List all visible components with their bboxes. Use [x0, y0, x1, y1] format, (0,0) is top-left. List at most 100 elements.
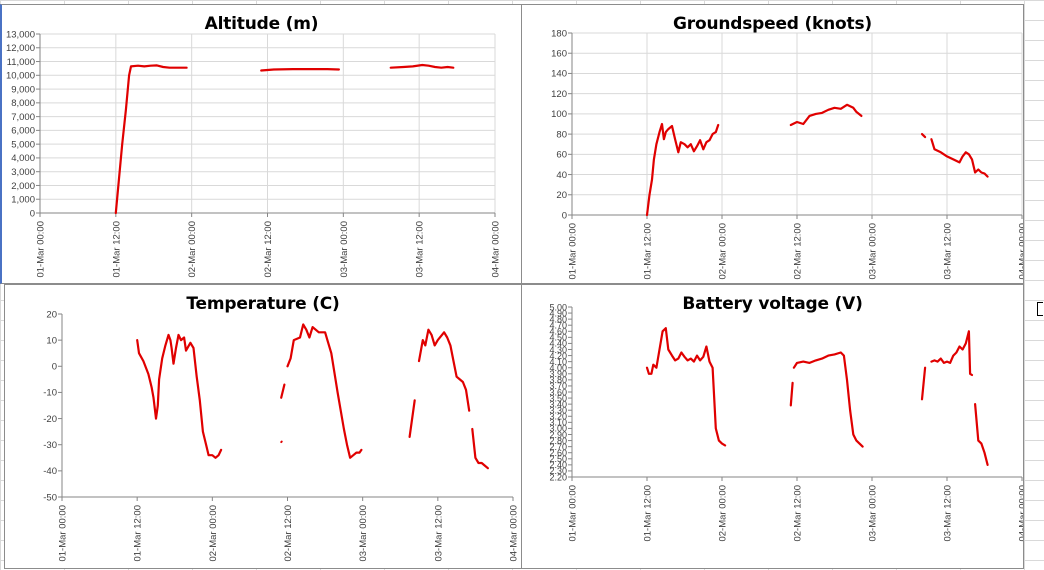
chart-title: Altitude (m): [204, 14, 319, 34]
y-tick-label: 0: [52, 362, 57, 373]
x-tick-label: 01-Mar 00:00: [36, 221, 47, 278]
series-line: [974, 403, 989, 466]
y-tick-label: 4.10: [549, 357, 567, 367]
series-line: [260, 68, 340, 72]
y-tick-label: 4,000: [11, 153, 35, 164]
y-tick-label: 3.40: [549, 399, 567, 409]
series-line: [389, 63, 455, 69]
series-line: [792, 351, 864, 448]
x-tick-label: 03-Mar 12:00: [433, 505, 444, 562]
x-tick-label: 03-Mar 12:00: [943, 223, 954, 280]
y-tick-label: 8,000: [11, 98, 35, 109]
series-line: [408, 399, 416, 438]
y-tick-label: 100: [551, 109, 567, 120]
y-tick-label: -40: [43, 466, 57, 477]
chart-title: Groundspeed (knots): [673, 14, 872, 34]
y-tick-label: 4.70: [549, 321, 567, 331]
x-tick-label: 04-Mar 00:00: [491, 221, 502, 278]
x-tick-label: 04-Mar 00:00: [1018, 485, 1025, 542]
y-tick-label: 4.90: [549, 308, 567, 318]
y-tick-label: 9,000: [11, 84, 35, 95]
series-line: [789, 103, 863, 127]
y-tick-label: -30: [43, 440, 57, 451]
y-tick-label: 3.30: [549, 406, 567, 416]
y-tick-label: 1,000: [11, 195, 35, 206]
y-tick-label: 2.70: [549, 442, 567, 452]
y-tick-label: 3,000: [11, 167, 35, 178]
y-tick-label: 3.90: [549, 369, 567, 379]
y-tick-label: 3.00: [549, 424, 567, 434]
y-tick-label: 2.40: [549, 460, 567, 470]
chart-resize-handle[interactable]: [1037, 302, 1043, 316]
series-line: [920, 133, 927, 139]
y-tick-label: 40: [556, 170, 567, 181]
x-tick-label: 03-Mar 00:00: [358, 505, 369, 562]
series-line: [789, 381, 794, 407]
series-line: [114, 64, 188, 215]
x-tick-label: 01-Mar 00:00: [568, 223, 579, 280]
y-tick-label: 10,000: [6, 71, 35, 82]
series-line: [645, 327, 727, 447]
series-point: [280, 440, 283, 444]
y-tick-label: 3.60: [549, 387, 567, 397]
y-tick-label: 5,000: [11, 139, 35, 150]
y-tick-label: 140: [551, 69, 567, 80]
x-tick-label: 02-Mar 12:00: [793, 223, 804, 280]
series-line: [930, 330, 974, 377]
x-tick-label: 03-Mar 00:00: [868, 223, 879, 280]
y-tick-label: 2.90: [549, 430, 567, 440]
y-tick-label: 4.00: [549, 363, 567, 373]
y-tick-label: 3.20: [549, 412, 567, 422]
series-line: [930, 138, 989, 178]
y-tick-label: 12,000: [6, 43, 35, 54]
y-tick-label: 20: [556, 190, 567, 201]
y-tick-label: 5.00: [549, 302, 567, 312]
y-tick-label: 180: [551, 28, 567, 39]
x-tick-label: 02-Mar 00:00: [718, 485, 729, 542]
x-tick-label: 04-Mar 00:00: [1018, 223, 1025, 280]
x-tick-label: 02-Mar 12:00: [793, 485, 804, 542]
y-tick-label: 4.50: [549, 333, 567, 343]
x-tick-label: 02-Mar 00:00: [208, 505, 219, 562]
groundspeed-chart[interactable]: Groundspeed (knots) 0 20 40 60 80 100 120 140 16…: [521, 4, 1024, 284]
y-tick-label: 3.50: [549, 393, 567, 403]
temperature-plot: -50 -40 -30 -20 -10 0 10 20 01-Mar 00:00 01-Mar 1…: [43, 309, 519, 562]
y-tick-label: -50: [43, 492, 57, 503]
battery-voltage-chart[interactable]: Battery voltage (V) 2.20 2.30 2.40 2.50 2.60…: [521, 284, 1024, 569]
y-tick-label: 7,000: [11, 112, 35, 123]
altitude-chart[interactable]: Altitude (m) 0 1,000 2,000 3,000 4,000 5,000 6…: [0, 4, 522, 284]
x-tick-label: 01-Mar 12:00: [643, 223, 654, 280]
y-tick-label: 3.10: [549, 418, 567, 428]
x-tick-label: 03-Mar 00:00: [868, 485, 879, 542]
y-tick-label: 0: [562, 210, 567, 221]
y-tick-label: 2.30: [549, 466, 567, 476]
y-tick-label: 2.80: [549, 436, 567, 446]
chart-title: Temperature (C): [186, 294, 340, 314]
y-tick-label: 10: [46, 335, 57, 346]
y-tick-label: 4.40: [549, 339, 567, 349]
x-tick-label: 01-Mar 12:00: [111, 221, 122, 278]
y-tick-label: 0: [30, 208, 35, 219]
x-tick-label: 02-Mar 00:00: [718, 223, 729, 280]
x-tick-label: 01-Mar 12:00: [643, 485, 654, 542]
y-tick-label: 2.20: [549, 472, 567, 482]
y-tick-label: 60: [556, 150, 567, 161]
y-tick-label: 3.80: [549, 375, 567, 385]
altitude-plot: 0 1,000 2,000 3,000 4,000 5,000 6,000 7,000 8,00…: [6, 29, 502, 278]
y-tick-label: -10: [43, 388, 57, 399]
y-tick-label: 13,000: [6, 29, 35, 40]
temperature-chart[interactable]: Temperature (C) -50 -40 -30 -20 -10 0 10 20 01-M…: [4, 284, 522, 569]
y-tick-label: 120: [551, 89, 567, 100]
series-line: [136, 333, 223, 459]
y-tick-label: 2,000: [11, 181, 35, 192]
y-tick-label: 4.60: [549, 327, 567, 337]
y-tick-label: 160: [551, 49, 567, 60]
x-tick-label: 02-Mar 12:00: [283, 505, 294, 562]
x-tick-label: 01-Mar 00:00: [58, 505, 69, 562]
y-tick-label: 6,000: [11, 126, 35, 137]
chart-title: Battery voltage (V): [682, 294, 863, 314]
series-line: [417, 328, 471, 412]
x-tick-label: 03-Mar 00:00: [339, 221, 350, 278]
battery-voltage-plot: 2.202.302.402.502.602.702.802.903.003.10…: [549, 302, 1025, 542]
x-tick-label: 01-Mar 12:00: [133, 505, 144, 562]
